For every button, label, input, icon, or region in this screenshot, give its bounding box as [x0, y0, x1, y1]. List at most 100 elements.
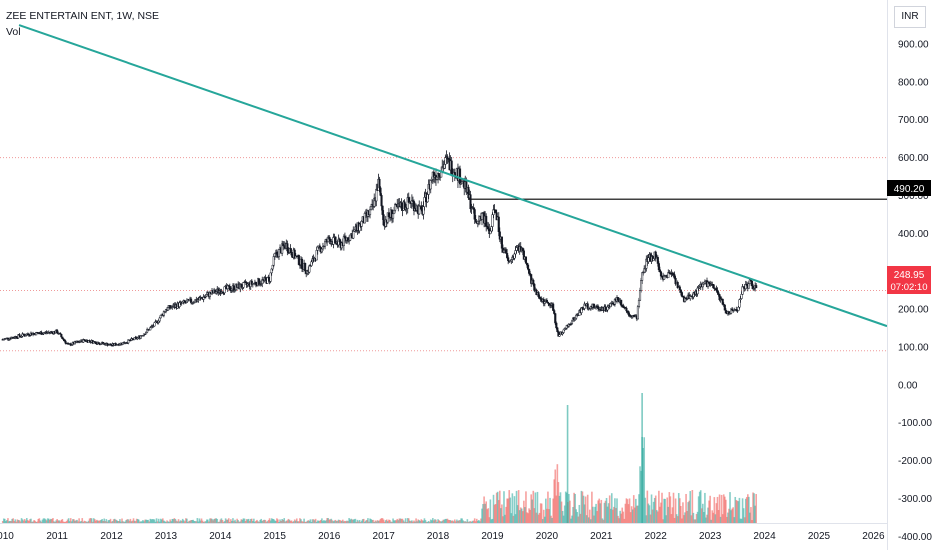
time-tick: 2014 — [209, 531, 232, 542]
volume-bar — [491, 518, 494, 523]
volume-bar — [676, 516, 679, 523]
volume-bar — [350, 518, 353, 523]
volume-bar — [177, 519, 180, 523]
time-tick: 2024 — [753, 531, 776, 542]
candle-body — [497, 216, 500, 232]
volume-bar — [74, 520, 76, 523]
time-tick: 2017 — [373, 531, 396, 542]
candle-body — [352, 231, 355, 239]
price-tick: -100.00 — [898, 418, 932, 429]
volume-bar — [284, 521, 287, 523]
volume-bar — [333, 520, 336, 523]
volume-bar — [140, 521, 142, 523]
volume-bar — [314, 518, 317, 523]
volume-bar — [695, 513, 698, 523]
volume-bar — [366, 519, 368, 523]
volume-bar — [745, 497, 748, 523]
volume-bar — [43, 518, 46, 523]
volume-bar — [238, 521, 241, 523]
candle-body — [715, 288, 718, 291]
candle-body — [543, 301, 546, 304]
volume-bar — [530, 494, 532, 523]
volume-bar — [104, 521, 107, 523]
volume-bar — [348, 518, 350, 523]
volume-bar — [653, 497, 656, 523]
volume-bar — [421, 520, 424, 523]
volume-bar — [740, 518, 743, 523]
volume-bar — [414, 521, 416, 523]
volume-bar — [646, 490, 649, 523]
volume-bar — [697, 496, 700, 523]
volume-bar — [716, 496, 719, 523]
volume-bar — [755, 494, 757, 523]
candle-body — [474, 219, 477, 222]
volume-bar — [330, 518, 333, 523]
currency-button[interactable]: INR — [894, 6, 926, 28]
volume-indicator-label[interactable]: Vol — [6, 26, 21, 38]
volume-bar — [303, 518, 305, 523]
volume-bar — [218, 521, 221, 523]
volume-bar — [291, 521, 294, 523]
volume-bar — [98, 520, 100, 523]
volume-bar — [137, 519, 140, 523]
volume-bar — [34, 520, 36, 523]
volume-bar — [384, 520, 387, 523]
candle-body — [360, 221, 363, 227]
volume-bar — [160, 519, 163, 523]
volume-bar — [99, 520, 101, 523]
volume-bar — [152, 519, 155, 523]
candle-body — [592, 303, 596, 308]
volume-bar — [391, 521, 393, 523]
candle-body — [656, 257, 659, 264]
candle-body — [332, 236, 335, 245]
volume-bar — [278, 521, 280, 523]
trendline[interactable] — [18, 24, 888, 328]
volume-bar — [650, 494, 653, 523]
volume-bar — [282, 519, 284, 523]
candlestick-series — [1, 150, 758, 347]
price-axis[interactable]: 900.00800.00700.00600.00500.00400.00300.… — [898, 40, 932, 543]
candle-body — [556, 327, 559, 332]
volume-bar — [572, 507, 574, 523]
volume-bar — [681, 518, 683, 523]
candle-body — [597, 306, 600, 310]
volume-bar — [156, 521, 159, 523]
candle-body — [223, 286, 226, 294]
volume-bar — [181, 518, 184, 523]
volume-bar — [492, 494, 495, 523]
volume-bar — [635, 498, 637, 523]
volume-bar — [591, 491, 593, 523]
volume-bar — [127, 519, 130, 523]
candle-body — [443, 164, 446, 169]
symbol-title[interactable]: ZEE ENTERTAIN ENT, 1W, NSE — [6, 10, 160, 22]
volume-bar — [731, 508, 733, 523]
candle-body — [286, 243, 289, 252]
volume-bar — [45, 520, 48, 523]
volume-bar — [119, 519, 121, 523]
volume-bar — [545, 498, 547, 523]
candle-body — [737, 306, 740, 311]
volume-bar — [471, 520, 474, 523]
volume-bar — [659, 506, 661, 523]
volume-bar — [752, 492, 754, 523]
volume-bar — [253, 518, 255, 523]
time-axis[interactable]: 2010 2011 2012 2013 2014 2015 2016 2017 2018 2019… — [0, 531, 885, 542]
candle-body — [149, 327, 152, 331]
volume-bar — [405, 521, 408, 523]
volume-bar — [532, 490, 535, 523]
volume-bar — [86, 521, 89, 523]
volume-bar — [602, 519, 605, 523]
volume-bar — [605, 497, 608, 523]
candle-body — [381, 205, 384, 215]
volume-bar — [40, 521, 43, 523]
volume-bar — [481, 508, 483, 523]
volume-bar — [708, 500, 710, 523]
candle-body — [755, 285, 758, 289]
volume-bar — [394, 520, 396, 523]
volume-bar — [677, 493, 680, 523]
volume-bar — [297, 521, 299, 523]
volume-bar — [323, 520, 325, 523]
volume-bar — [672, 492, 675, 523]
volume-bar — [112, 519, 115, 523]
